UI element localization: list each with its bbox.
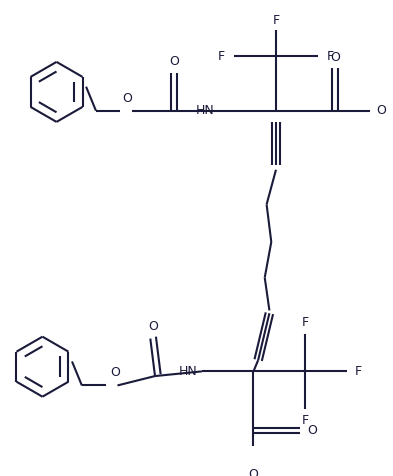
Text: HN: HN xyxy=(178,365,197,378)
Text: O: O xyxy=(169,55,179,69)
Text: O: O xyxy=(330,51,340,64)
Text: O: O xyxy=(122,92,132,105)
Text: F: F xyxy=(272,14,279,27)
Text: HN: HN xyxy=(195,104,214,117)
Text: O: O xyxy=(308,424,318,437)
Text: F: F xyxy=(301,316,309,329)
Text: O: O xyxy=(148,320,158,333)
Text: O: O xyxy=(376,104,386,117)
Text: O: O xyxy=(111,366,121,379)
Text: F: F xyxy=(218,50,225,63)
Text: O: O xyxy=(248,468,259,476)
Text: F: F xyxy=(301,414,309,426)
Text: F: F xyxy=(327,50,334,63)
Text: F: F xyxy=(355,365,362,378)
